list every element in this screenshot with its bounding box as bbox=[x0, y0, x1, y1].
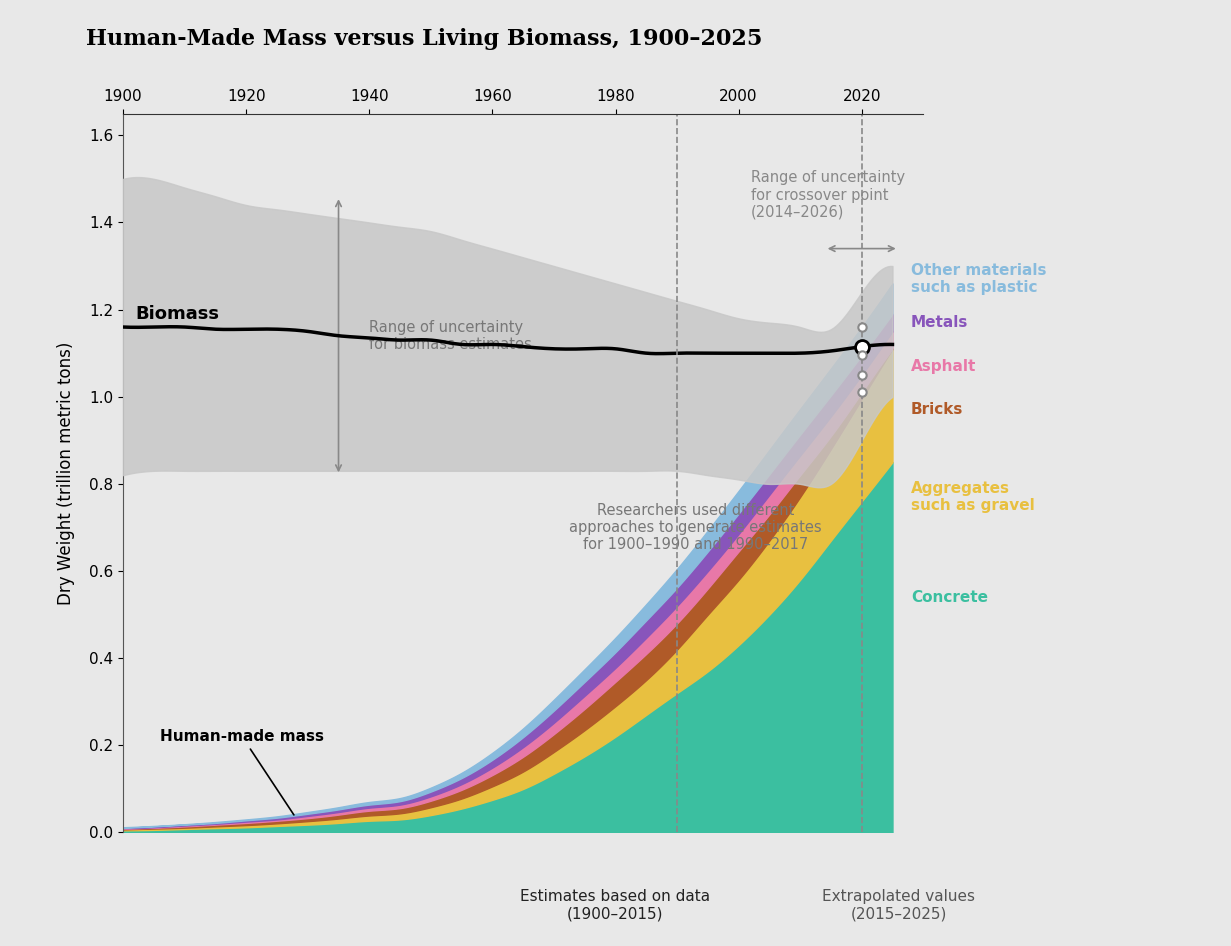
Text: Researchers used different
approaches to generate estimates
for 1900–1990 and 19: Researchers used different approaches to… bbox=[569, 502, 822, 552]
Text: Metals: Metals bbox=[911, 315, 969, 330]
Text: Bricks: Bricks bbox=[911, 402, 964, 417]
Text: Concrete: Concrete bbox=[911, 589, 988, 604]
Text: Asphalt: Asphalt bbox=[911, 359, 976, 374]
Text: Estimates based on data
(1900–2015): Estimates based on data (1900–2015) bbox=[521, 889, 710, 921]
Text: Human-Made Mass versus Living Biomass, 1900–2025: Human-Made Mass versus Living Biomass, 1… bbox=[86, 28, 762, 50]
Text: Range of uncertainty
for biomass estimates: Range of uncertainty for biomass estimat… bbox=[369, 320, 532, 352]
Text: Biomass: Biomass bbox=[135, 305, 219, 323]
Y-axis label: Dry Weight (trillion metric tons): Dry Weight (trillion metric tons) bbox=[57, 342, 75, 604]
Text: Aggregates
such as gravel: Aggregates such as gravel bbox=[911, 481, 1035, 513]
Text: Other materials
such as plastic: Other materials such as plastic bbox=[911, 263, 1046, 295]
Text: Human-made mass: Human-made mass bbox=[160, 729, 324, 815]
Text: Range of uncertainty
for crossover point
(2014–2026): Range of uncertainty for crossover point… bbox=[751, 170, 905, 220]
Text: Extrapolated values
(2015–2025): Extrapolated values (2015–2025) bbox=[822, 889, 975, 921]
